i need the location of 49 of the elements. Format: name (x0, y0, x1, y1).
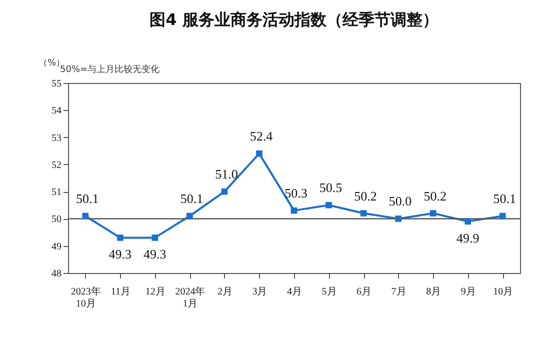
x-tick-label: 12月 (145, 286, 166, 298)
text: 50.0 (388, 194, 412, 209)
text: 50.1 (493, 191, 516, 206)
y-tick-label: 50 (52, 214, 62, 226)
point (116, 234, 124, 241)
x-tick-label: 7月 (391, 286, 406, 298)
x-tick-label: 9月 (460, 286, 476, 298)
point (221, 188, 228, 195)
text: 50.3 (284, 186, 308, 201)
x-tick-label: 6月 (356, 286, 372, 298)
x-tick-label: 2月 (217, 286, 232, 298)
y-tick-label: 54 (52, 106, 62, 117)
x-tick-label: 2024年 1月 (175, 286, 206, 310)
point (186, 212, 193, 220)
y-tick-label: 51 (52, 187, 62, 198)
y-tick-label: 49 (52, 241, 62, 252)
point (464, 218, 472, 225)
y-tick-label: 48 (52, 268, 62, 280)
point (82, 212, 89, 220)
y-tick-label: 53 (52, 132, 62, 144)
text: 51.0 (215, 166, 238, 182)
x-tick-label: 10月 (493, 286, 514, 298)
x-tick-label: 3月 (252, 286, 268, 298)
text: 50.2 (424, 188, 446, 204)
point (290, 207, 298, 214)
text: 50.5 (319, 180, 342, 196)
x-tick-label: 2023年 10月 (70, 286, 101, 310)
chart-title: 图4 服务业商务活动指数（经季节调整） (150, 10, 438, 29)
text: 50%=与上月比较无变化 (60, 64, 160, 75)
text: 50.1 (180, 191, 204, 206)
text: 50.1 (76, 191, 99, 206)
x-tick-label: 8月 (426, 286, 442, 298)
point (430, 210, 436, 216)
point (256, 150, 262, 157)
text: 52.4 (250, 128, 273, 144)
text: 49.9 (456, 230, 480, 246)
text: 50.2 (354, 188, 377, 204)
text: 49.3 (108, 246, 132, 262)
x-tick-label: 4月 (287, 286, 302, 298)
text: 49.3 (144, 246, 166, 262)
point (326, 202, 332, 208)
point (395, 216, 402, 222)
point (499, 212, 506, 220)
point (360, 210, 367, 216)
y-tick-label: 55 (52, 78, 62, 90)
x-tick-label: 11月 (110, 286, 130, 298)
point (152, 234, 158, 241)
y-tick-label: 52 (52, 160, 62, 171)
x-tick-label: 5月 (322, 286, 337, 298)
